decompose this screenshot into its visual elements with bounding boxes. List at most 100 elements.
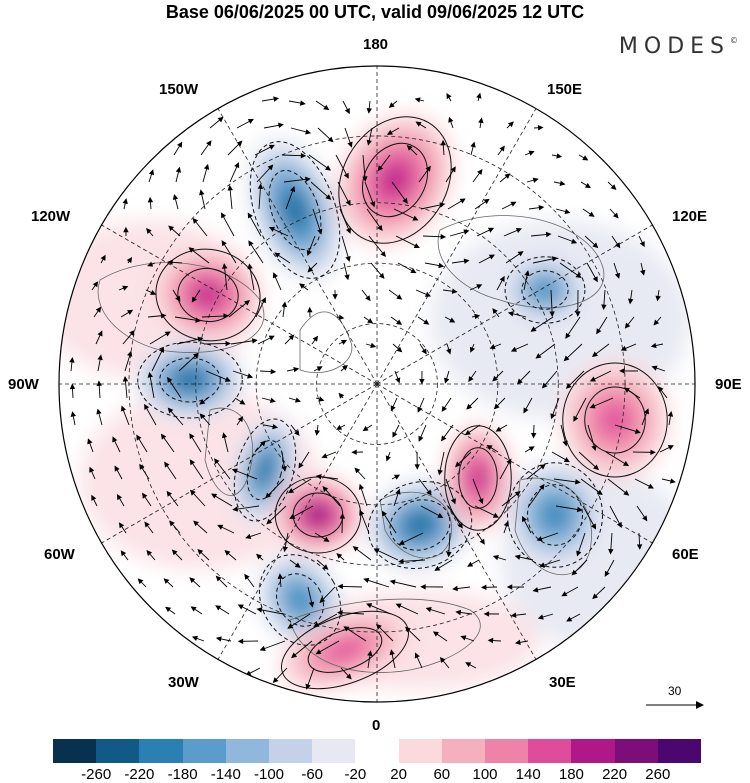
wind-vector [256,607,284,615]
wind-vector [589,397,614,409]
wind-vector [224,550,237,561]
wind-vector [339,513,346,534]
wind-vector [147,196,154,210]
wind-vector [272,667,288,684]
wind-vector [555,208,571,215]
wind-vector [172,194,179,210]
wind-vector [281,301,288,318]
wind-vector [414,652,423,669]
wind-vector [96,408,103,426]
lon-label-60e: 60E [672,546,699,563]
wind-vector [655,289,661,302]
wind-vector [343,626,367,642]
wind-vector [172,289,181,302]
wind-vector [190,489,206,507]
wind-vector [524,446,535,453]
lon-label-180: 180 [363,36,389,53]
wind-vector [259,368,277,375]
wind-vector [120,405,130,426]
wind-vector [229,162,240,183]
wind-vector [398,558,426,565]
wind-vector [313,366,323,372]
wind-vector [451,258,470,264]
wind-vector [188,247,210,264]
wind-vector [319,586,336,604]
wind-vector [584,235,599,249]
wind-vector [254,440,266,453]
wind-vector [89,466,96,480]
wind-vector [530,231,552,238]
wind-vector [397,262,417,274]
wind-vector [514,639,529,646]
wind-vector [263,122,284,129]
colorbar-tick-label: 60 [433,766,451,783]
wind-vector [448,116,454,129]
wind-vector [539,559,561,568]
wind-vector [139,463,150,480]
wind-vector [419,343,427,355]
wind-vector [365,342,377,349]
wind-vector [611,235,621,249]
wind-vector [530,316,554,332]
wind-vector [191,635,205,642]
wind-vector [307,586,315,608]
wind-vector [623,387,641,399]
wind-vector [390,316,403,325]
colorbar-swatch [96,739,140,763]
wind-vectors [69,92,676,690]
wind-vector [257,335,275,345]
wind-vector [446,532,452,558]
wind-vector [336,314,345,321]
wind-vector [432,631,448,642]
wind-vector [147,313,167,319]
wind-vector [211,493,233,507]
wind-vector [166,490,179,507]
wind-vector [359,509,370,534]
wind-vector [470,141,476,156]
wind-vector [199,413,211,426]
lon-label-90w: 90W [8,376,39,393]
wind-vector [533,125,544,131]
wind-vector [389,579,417,588]
wind-vector [524,150,535,156]
wind-vector [230,338,258,345]
wind-vector [375,623,394,642]
wind-vector [201,313,229,319]
wind-vector [358,483,368,507]
wind-vector [313,613,338,627]
wind-vector [553,478,581,485]
polar-map [58,65,696,703]
wind-vector [254,144,275,156]
colorbar-swatch [441,739,486,763]
wind-vector [483,611,500,617]
wind-vector [362,154,368,182]
wind-vector [619,368,639,374]
wind-vector [114,465,123,480]
colorbar-swatch [53,739,97,763]
wind-vector [608,532,614,555]
wind-vector [425,607,446,615]
wind-vector [499,173,511,183]
wind-vector [311,335,319,345]
wind-vector [221,212,235,237]
wind-vector [636,505,648,522]
wind-vector [560,424,568,447]
wind-vector [440,139,447,156]
colorbar-tick-label: -260 [81,766,112,783]
wind-vector [605,451,630,467]
colorbar [53,739,702,763]
wind-vector [418,478,432,496]
wind-vector [535,343,556,359]
wind-vector [596,316,608,335]
wind-vector [237,604,257,615]
wind-vector [667,410,674,426]
wind-vector [314,424,320,436]
wind-vector [261,96,280,102]
wind-vector [149,331,171,345]
wind-vector [445,478,456,505]
lon-label-30e: 30E [549,674,576,691]
wind-vector [306,235,316,256]
colorbar-tick-label: 140 [515,766,541,783]
wind-vector [363,316,374,324]
wind-vector [609,505,622,529]
